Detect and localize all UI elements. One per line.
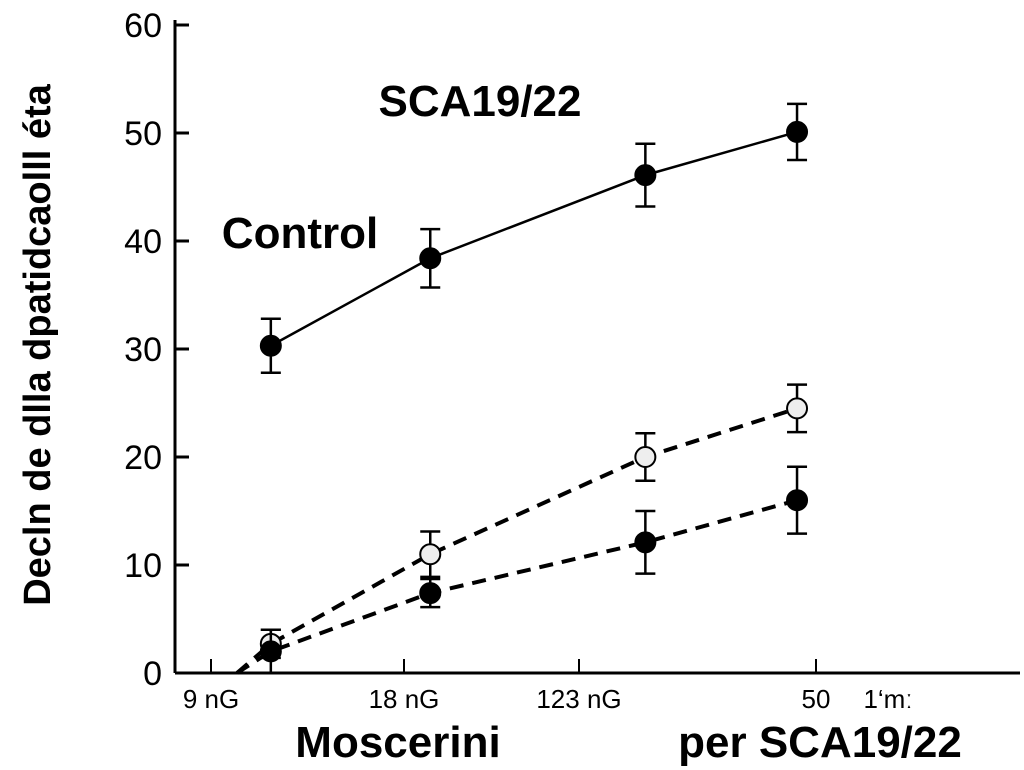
- series-group: [235, 102, 809, 675]
- y-tick-label: 0: [143, 655, 162, 693]
- data-point: [259, 334, 282, 357]
- series-line: [235, 498, 798, 675]
- series-label-control: Control: [222, 209, 378, 258]
- y-tick-label: 20: [124, 439, 162, 477]
- data-point: [634, 164, 657, 187]
- chart-title: SCA19/22: [378, 77, 581, 126]
- x-extra-label: 1‘mː: [863, 684, 912, 714]
- x-axis-label-left: Moscerini: [295, 718, 500, 767]
- y-axis-label: Decln de dlla dpatidcaolll éta: [17, 83, 59, 605]
- data-point: [786, 397, 809, 420]
- data-point: [419, 543, 442, 566]
- x-tick-label: 9 nG: [183, 684, 239, 714]
- data-point: [634, 446, 657, 468]
- x-tick-label: 123 nG: [536, 684, 621, 714]
- data-point: [634, 531, 657, 554]
- x-tick-label: 50: [802, 684, 831, 714]
- y-tick-label: 40: [124, 223, 162, 261]
- x-tick-label: 18 nG: [369, 684, 440, 714]
- series-line: [270, 130, 798, 347]
- data-point: [419, 582, 442, 605]
- data-point: [786, 489, 809, 512]
- y-tick-label: 30: [124, 331, 162, 369]
- axes: 0 10 20 30 40 50 60 9 nG 18 nG 123 nG 50: [124, 7, 1020, 714]
- y-tick-label: 10: [124, 547, 162, 585]
- series-0: [259, 102, 809, 375]
- series-line: [235, 406, 798, 675]
- x-axis-label-right: per SCA19/22: [678, 718, 962, 767]
- y-tick-label: 60: [124, 7, 162, 45]
- data-point: [419, 247, 442, 270]
- data-point: [786, 120, 809, 143]
- y-tick-label: 50: [124, 115, 162, 153]
- series-2: [235, 465, 809, 675]
- data-point: [259, 640, 282, 663]
- series-1: [235, 383, 809, 675]
